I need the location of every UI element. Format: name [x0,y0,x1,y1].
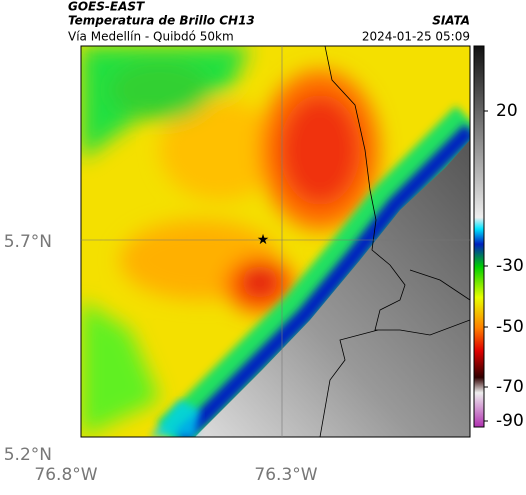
lat-label: 5.2°N [4,445,52,465]
map-image [81,46,470,437]
lon-label: 76.3°W [254,465,317,485]
colorbar-label: -30 [496,256,524,276]
colorbar [473,45,485,428]
location-marker: ★ [257,232,270,248]
title: GOES-EAST [68,0,145,14]
lat-label: 5.7°N [4,232,52,252]
colorbar-label: -70 [496,377,524,397]
timestamp: 2024-01-25 05:09 [362,30,470,44]
map-frame [80,45,471,438]
source: SIATA [432,14,470,28]
subtitle: Temperatura de Brillo CH13 [68,14,255,28]
location: Vía Medellín - Quibdó 50km [68,30,234,44]
colorbar-label: 20 [496,101,518,121]
lon-label: 76.8°W [34,465,97,485]
colorbar-label: -50 [496,317,524,337]
colorbar-label: -90 [496,411,524,431]
